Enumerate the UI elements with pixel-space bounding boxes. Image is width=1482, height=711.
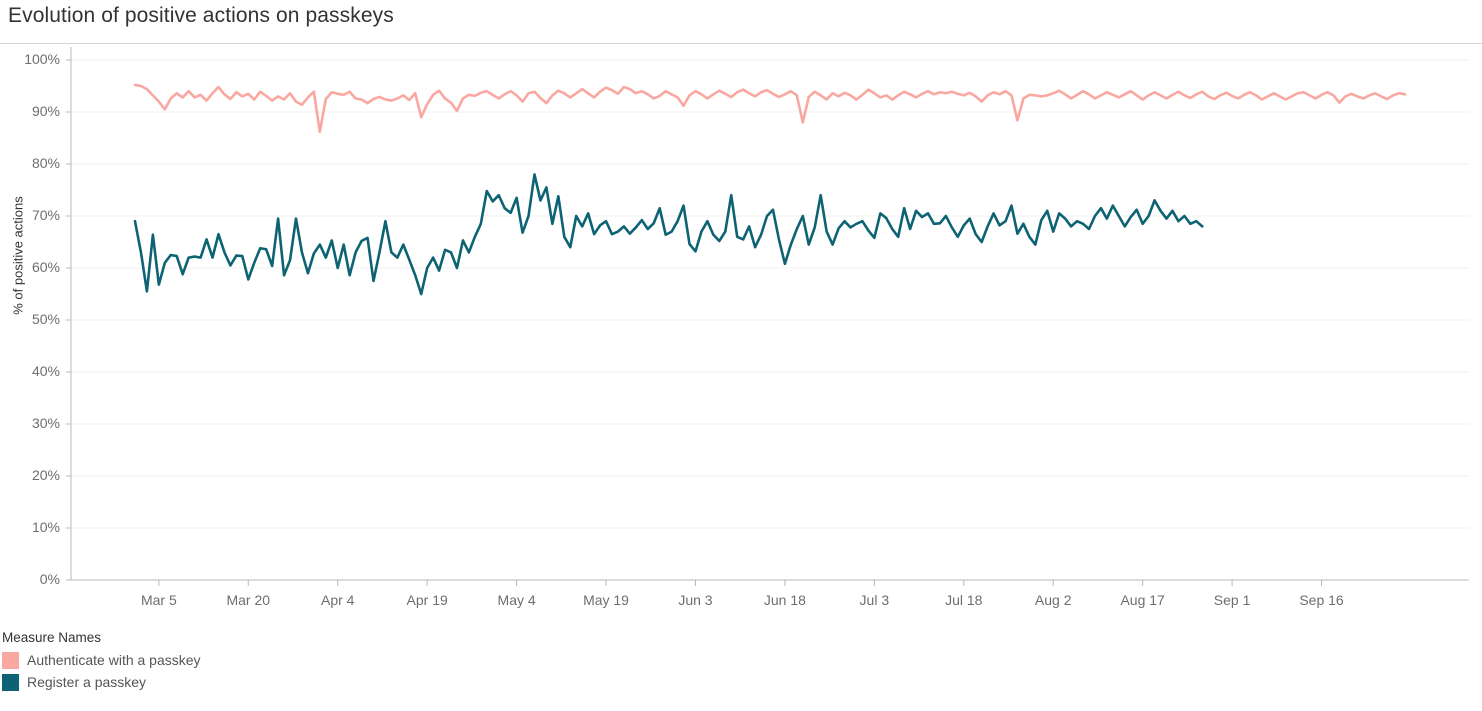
y-axis-tick-label: 10% <box>31 519 60 535</box>
x-axis-tick-label: Aug 2 <box>1034 592 1072 608</box>
y-axis-ticks <box>66 59 71 581</box>
chart-title: Evolution of positive actions on passkey… <box>8 4 394 27</box>
y-axis-tick-label: 80% <box>31 155 60 171</box>
x-axis-ticks <box>158 580 1323 586</box>
x-axis-tick-label: Aug 17 <box>1120 592 1165 608</box>
legend-item[interactable]: Authenticate with a passkey <box>2 649 201 671</box>
series-line <box>133 83 1407 134</box>
x-axis-tick-label: Sep 1 <box>1213 592 1251 608</box>
x-axis-tick-label: Jul 3 <box>859 592 890 608</box>
header-divider <box>0 43 1482 44</box>
y-axis-tick-label: 50% <box>31 311 60 327</box>
y-axis-tick-label: 70% <box>31 207 60 223</box>
x-axis-tick-label: Jul 18 <box>945 592 983 608</box>
y-axis-tick-label: 90% <box>31 103 60 119</box>
series-lines <box>133 83 1407 296</box>
legend-items: Authenticate with a passkey Register a pa… <box>0 649 201 693</box>
gridlines <box>71 59 1469 581</box>
y-axis-tick-label: 30% <box>31 415 60 431</box>
x-axis-tick-label: May 4 <box>497 592 536 608</box>
x-axis-tick-label: Jun 3 <box>678 592 713 608</box>
legend: Measure Names Authenticate with a passke… <box>0 630 201 693</box>
legend-swatch <box>2 651 19 669</box>
legend-item[interactable]: Register a passkey <box>2 671 201 693</box>
x-axis-tick-label: Mar 5 <box>140 592 177 608</box>
x-axis-tick-label: Mar 20 <box>226 592 271 608</box>
y-axis-tick-label: 40% <box>31 363 60 379</box>
x-axis-tick-label: May 19 <box>583 592 629 608</box>
x-axis-tick-label: Jun 18 <box>763 592 806 608</box>
x-axis-tick-label: Sep 16 <box>1299 592 1344 608</box>
y-axis-tick-label: 100% <box>24 51 60 67</box>
legend-title: Measure Names <box>2 630 102 645</box>
x-axis-tick-label: Apr 4 <box>320 592 355 608</box>
y-axis-tick-label: 0% <box>39 571 60 587</box>
legend-item-label: Register a passkey <box>27 674 147 690</box>
legend-item-label: Authenticate with a passkey <box>27 652 201 668</box>
series-line <box>133 173 1204 296</box>
y-axis-tick-label: 60% <box>31 259 60 275</box>
legend-swatch <box>2 673 19 691</box>
x-axis-tick-label: Apr 19 <box>406 592 448 608</box>
y-axis-tick-label: 20% <box>31 467 60 483</box>
